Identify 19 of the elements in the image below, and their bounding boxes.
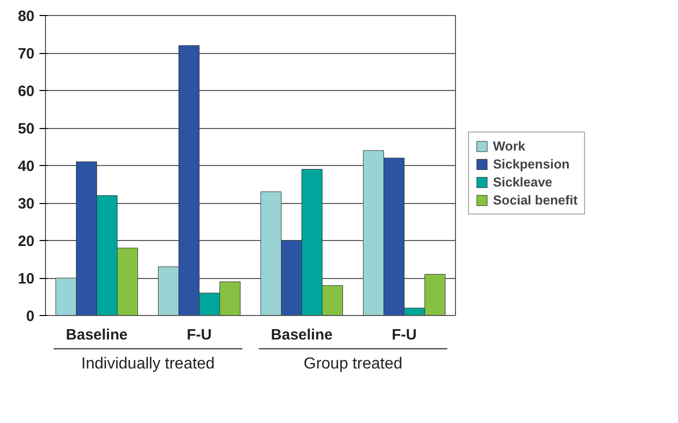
text: Individually treated <box>81 356 215 372</box>
x-tick-label: F-U <box>392 326 417 344</box>
legend-label: Sickpension <box>493 156 570 171</box>
y-tick-label: 70 <box>18 46 35 62</box>
legend-label: Work <box>493 138 526 153</box>
legend-label: Sickleave <box>493 174 552 189</box>
y-tick-label: 40 <box>18 158 35 175</box>
y-tick-label: 10 <box>18 270 35 288</box>
x-tick-label: Baseline <box>66 326 128 344</box>
x-tick-label: Baseline <box>270 326 333 344</box>
y-tick-label: 30 <box>18 196 35 212</box>
y-tick-label: 80 <box>18 8 35 25</box>
x-tick-label: F-U <box>186 326 212 344</box>
text: Group treated <box>304 356 402 372</box>
y-tick-label: 60 <box>18 83 35 100</box>
legend-label: Social benefit <box>493 192 578 207</box>
y-tick-label: 50 <box>18 120 35 138</box>
y-tick-label: 0 <box>26 308 34 325</box>
y-tick-label: 20 <box>18 233 35 250</box>
